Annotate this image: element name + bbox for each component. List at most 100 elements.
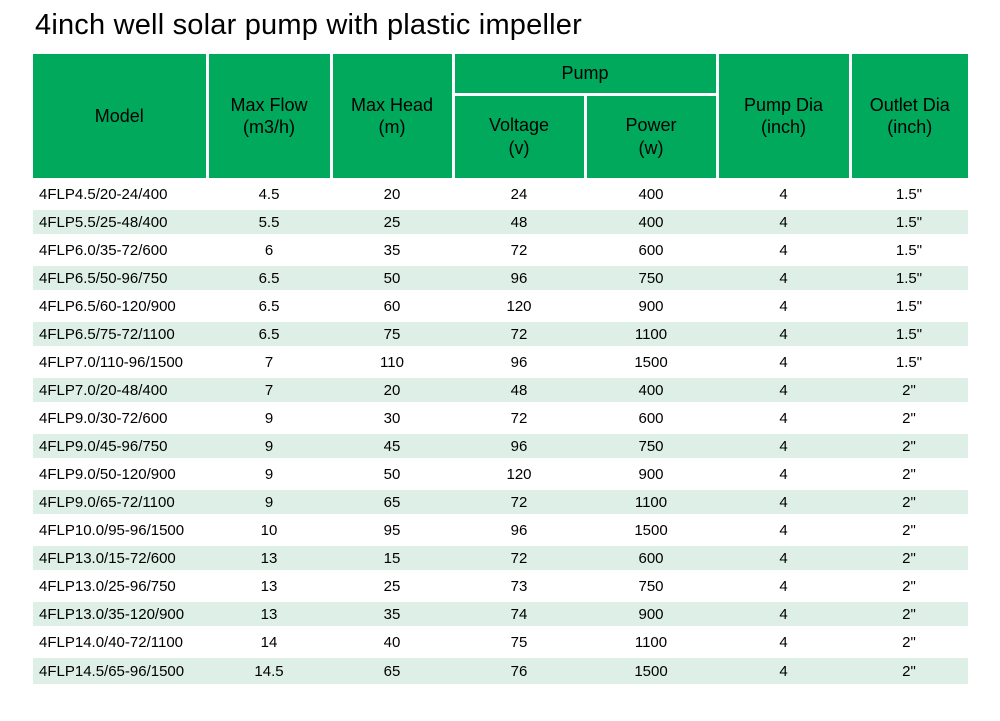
- cell-power: 900: [585, 290, 717, 320]
- cell-voltage: 72: [453, 542, 585, 572]
- cell-max-head: 25: [331, 206, 453, 236]
- cell-power: 1500: [585, 514, 717, 544]
- cell-voltage: 24: [453, 178, 585, 208]
- cell-outlet-dia: 2": [850, 402, 968, 432]
- cell-voltage: 120: [453, 290, 585, 320]
- cell-max-flow: 6.5: [207, 318, 331, 348]
- cell-max-head: 35: [331, 234, 453, 264]
- table-row: 4FLP10.0/95-96/1500 10 95 96 1500 4 2": [33, 514, 968, 544]
- table-row: 4FLP6.5/50-96/750 6.5 50 96 750 4 1.5": [33, 262, 968, 292]
- cell-max-flow: 4.5: [207, 178, 331, 208]
- col-header-voltage-label: Voltage: [488, 115, 550, 136]
- cell-power: 600: [585, 402, 717, 432]
- cell-pump-dia: 4: [717, 514, 850, 544]
- col-header-max-head: Max Head (m): [329, 54, 455, 182]
- cell-power: 400: [585, 178, 717, 208]
- cell-model: 4FLP6.5/50-96/750: [33, 262, 207, 292]
- cell-max-flow: 14.5: [207, 654, 331, 684]
- cell-outlet-dia: 2": [850, 514, 968, 544]
- table-row: 4FLP5.5/25-48/400 5.5 25 48 400 4 1.5": [33, 206, 968, 236]
- cell-model: 4FLP6.0/35-72/600: [33, 234, 207, 264]
- cell-power: 400: [585, 206, 717, 236]
- cell-outlet-dia: 1.5": [850, 178, 968, 208]
- cell-max-flow: 10: [207, 514, 331, 544]
- cell-max-flow: 9: [207, 458, 331, 488]
- table-row: 4FLP9.0/50-120/900 9 50 120 900 4 2": [33, 458, 968, 488]
- cell-outlet-dia: 2": [850, 570, 968, 600]
- table-row: 4FLP6.5/75-72/1100 6.5 75 72 1100 4 1.5": [33, 318, 968, 348]
- table-header: Model Max Flow (m3/h) Max Head (m) Pump …: [33, 54, 968, 182]
- cell-voltage: 96: [453, 514, 585, 544]
- cell-outlet-dia: 2": [850, 598, 968, 628]
- cell-max-flow: 9: [207, 430, 331, 460]
- cell-model: 4FLP7.0/110-96/1500: [33, 346, 207, 376]
- cell-power: 900: [585, 458, 717, 488]
- cell-max-head: 50: [331, 458, 453, 488]
- cell-max-head: 60: [331, 290, 453, 320]
- cell-model: 4FLP13.0/15-72/600: [33, 542, 207, 572]
- cell-max-head: 30: [331, 402, 453, 432]
- cell-outlet-dia: 1.5": [850, 262, 968, 292]
- cell-outlet-dia: 2": [850, 542, 968, 572]
- table-row: 4FLP9.0/30-72/600 9 30 72 600 4 2": [33, 402, 968, 432]
- table-body: 4FLP4.5/20-24/400 4.5 20 24 400 4 1.5" 4…: [33, 178, 968, 684]
- cell-model: 4FLP14.0/40-72/1100: [33, 626, 207, 656]
- cell-max-flow: 7: [207, 346, 331, 376]
- spec-table: Model Max Flow (m3/h) Max Head (m) Pump …: [33, 54, 968, 684]
- cell-outlet-dia: 1.5": [850, 234, 968, 264]
- cell-model: 4FLP9.0/45-96/750: [33, 430, 207, 460]
- cell-pump-dia: 4: [717, 542, 850, 572]
- cell-voltage: 74: [453, 598, 585, 628]
- cell-pump-dia: 4: [717, 234, 850, 264]
- table-row: 4FLP14.5/65-96/1500 14.5 65 76 1500 4 2": [33, 654, 968, 684]
- col-header-pump-dia: Pump Dia (inch): [715, 54, 852, 182]
- table-row: 4FLP9.0/45-96/750 9 45 96 750 4 2": [33, 430, 968, 460]
- cell-power: 750: [585, 570, 717, 600]
- cell-power: 1100: [585, 626, 717, 656]
- col-header-max-flow-label: Max Flow: [230, 94, 308, 115]
- col-header-max-head-unit: (m): [378, 117, 406, 137]
- cell-pump-dia: 4: [717, 178, 850, 208]
- table-row: 4FLP13.0/15-72/600 13 15 72 600 4 2": [33, 542, 968, 572]
- cell-max-flow: 9: [207, 486, 331, 516]
- cell-power: 400: [585, 374, 717, 404]
- cell-max-flow: 7: [207, 374, 331, 404]
- cell-pump-dia: 4: [717, 346, 850, 376]
- cell-voltage: 72: [453, 234, 585, 264]
- cell-max-head: 45: [331, 430, 453, 460]
- cell-outlet-dia: 2": [850, 430, 968, 460]
- cell-model: 4FLP6.5/60-120/900: [33, 290, 207, 320]
- cell-pump-dia: 4: [717, 318, 850, 348]
- cell-max-head: 75: [331, 318, 453, 348]
- col-header-pump-dia-unit: (inch): [760, 117, 806, 137]
- cell-pump-dia: 4: [717, 458, 850, 488]
- cell-max-head: 20: [331, 374, 453, 404]
- cell-max-flow: 14: [207, 626, 331, 656]
- cell-voltage: 72: [453, 486, 585, 516]
- cell-pump-dia: 4: [717, 430, 850, 460]
- col-header-model: Model: [33, 54, 209, 182]
- header-row-sub: Voltage (v) Power (w): [33, 92, 968, 182]
- cell-max-flow: 9: [207, 402, 331, 432]
- cell-power: 1500: [585, 654, 717, 684]
- col-header-power-unit: (w): [638, 137, 664, 158]
- cell-voltage: 48: [453, 206, 585, 236]
- col-header-voltage: Voltage (v): [453, 92, 587, 182]
- cell-pump-dia: 4: [717, 486, 850, 516]
- cell-model: 4FLP7.0/20-48/400: [33, 374, 207, 404]
- cell-pump-dia: 4: [717, 570, 850, 600]
- cell-voltage: 75: [453, 626, 585, 656]
- cell-pump-dia: 4: [717, 374, 850, 404]
- cell-model: 4FLP9.0/30-72/600: [33, 402, 207, 432]
- table-row: 4FLP13.0/25-96/750 13 25 73 750 4 2": [33, 570, 968, 600]
- col-header-pump-dia-label: Pump Dia: [743, 94, 824, 115]
- cell-max-flow: 6.5: [207, 262, 331, 292]
- table-row: 4FLP6.0/35-72/600 6 35 72 600 4 1.5": [33, 234, 968, 264]
- cell-power: 600: [585, 234, 717, 264]
- col-header-max-flow-unit: (m3/h): [242, 117, 295, 137]
- cell-voltage: 96: [453, 430, 585, 460]
- cell-voltage: 96: [453, 262, 585, 292]
- cell-outlet-dia: 2": [850, 626, 968, 656]
- cell-model: 4FLP14.5/65-96/1500: [33, 654, 207, 684]
